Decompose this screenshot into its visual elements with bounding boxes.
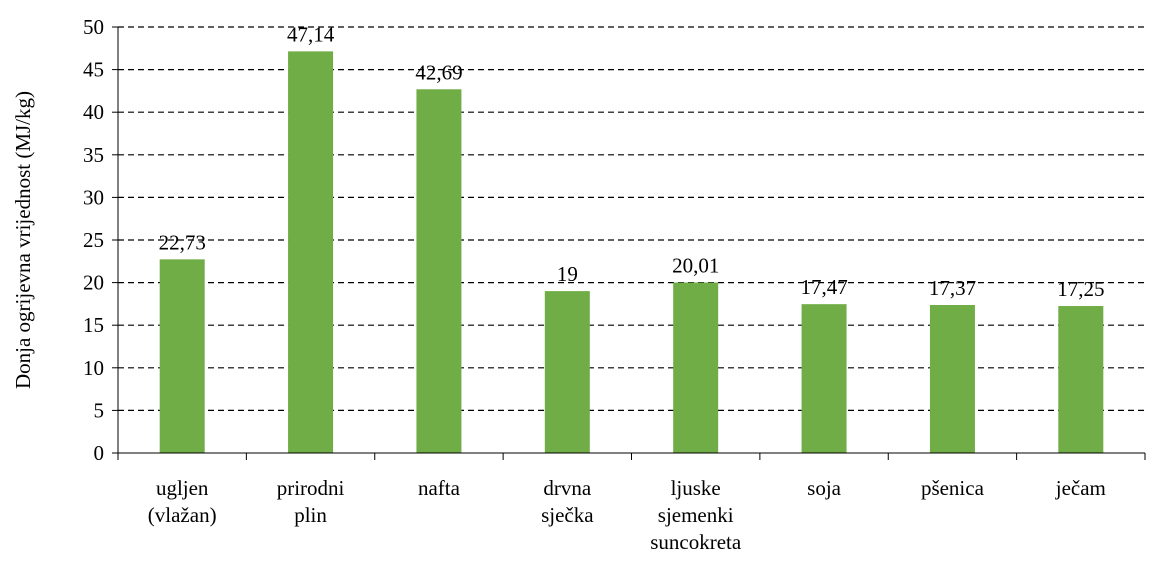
bar xyxy=(159,259,205,453)
value-label: 17,25 xyxy=(1057,277,1104,301)
y-axis-label: Donja ogrijevna vrijednost (MJ/kg) xyxy=(11,91,35,389)
y-tick-label: 20 xyxy=(83,271,104,295)
bar xyxy=(929,305,975,453)
y-tick-label: 0 xyxy=(94,441,105,465)
x-tick-label: soja xyxy=(807,476,842,500)
x-tick-label: ugljen (vlažan) xyxy=(148,476,217,527)
y-tick-label: 5 xyxy=(94,398,105,422)
y-tick-label: 45 xyxy=(83,58,104,82)
x-tick-label: ljuske sjemenki suncokreta xyxy=(650,476,742,554)
x-tick-label: ječam xyxy=(1055,476,1106,500)
bar xyxy=(288,51,334,454)
y-tick-label: 35 xyxy=(83,143,104,167)
bar xyxy=(801,304,847,453)
value-label: 17,37 xyxy=(929,276,976,300)
y-tick-label: 15 xyxy=(83,313,104,337)
y-tick-label: 30 xyxy=(83,185,104,209)
bar xyxy=(416,89,462,454)
value-label: 42,69 xyxy=(415,60,462,84)
bar xyxy=(1058,306,1104,453)
y-tick-label: 10 xyxy=(83,356,104,380)
value-label: 17,47 xyxy=(800,275,847,299)
y-tick-label: 25 xyxy=(83,228,104,252)
value-label: 22,73 xyxy=(159,230,206,254)
value-label: 19 xyxy=(557,262,578,286)
x-tick-label: pšenica xyxy=(921,476,985,500)
y-tick-label: 50 xyxy=(83,15,104,39)
x-tick-label: nafta xyxy=(418,476,461,500)
x-tick-label: drvna sječka xyxy=(541,476,594,527)
bar xyxy=(673,282,719,453)
value-label: 20,01 xyxy=(672,254,719,278)
bar xyxy=(544,291,590,453)
x-tick-label: prirodni plin xyxy=(277,476,345,527)
y-tick-label: 40 xyxy=(83,100,104,124)
value-label: 47,14 xyxy=(287,22,335,46)
